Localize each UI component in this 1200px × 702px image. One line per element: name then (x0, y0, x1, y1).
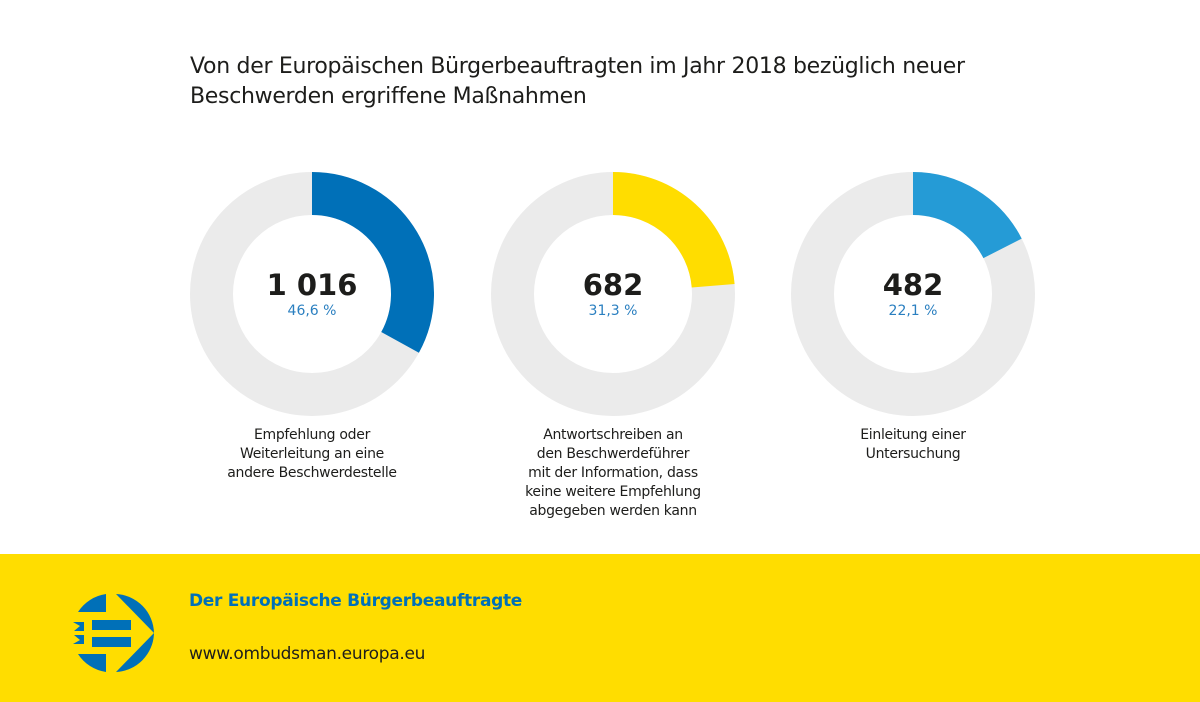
donut-caption: Einleitung einer Untersuchung (860, 427, 966, 462)
donut-percent: 22,1 % (888, 303, 938, 319)
footer-band (0, 554, 1200, 702)
donut-chart-1: 1 016 46,6 % (190, 172, 440, 416)
donut-segment (912, 172, 1022, 259)
donut-svg-3 (791, 172, 1035, 416)
website-link[interactable]: www.ombudsman.europa.eu (189, 644, 426, 664)
donut-svg-2 (491, 172, 735, 416)
donut-chart-2: 682 31,3 % (491, 172, 741, 416)
organization-name: Der Europäische Bürgerbeauftragte (189, 591, 523, 611)
donut-value: 482 (882, 268, 944, 302)
donut-percent: 31,3 % (588, 303, 638, 319)
donut-caption: Empfehlung oder Weiterleitung an eine an… (227, 427, 397, 481)
donut-value: 1 016 (266, 268, 358, 302)
donut-value: 682 (582, 268, 644, 302)
donut-segment (612, 172, 735, 289)
donut-caption: Antwortschreiben an den Beschwerdeführer… (525, 427, 701, 519)
chart-title: Von der Europäischen Bürgerbeauftragten … (190, 54, 965, 109)
donut-svg-1 (190, 172, 434, 416)
donut-segment (311, 172, 434, 353)
european-ombudsman-logo-icon (73, 594, 154, 672)
donut-chart-3: 482 22,1 % (791, 172, 1041, 416)
donut-percent: 46,6 % (287, 303, 337, 319)
